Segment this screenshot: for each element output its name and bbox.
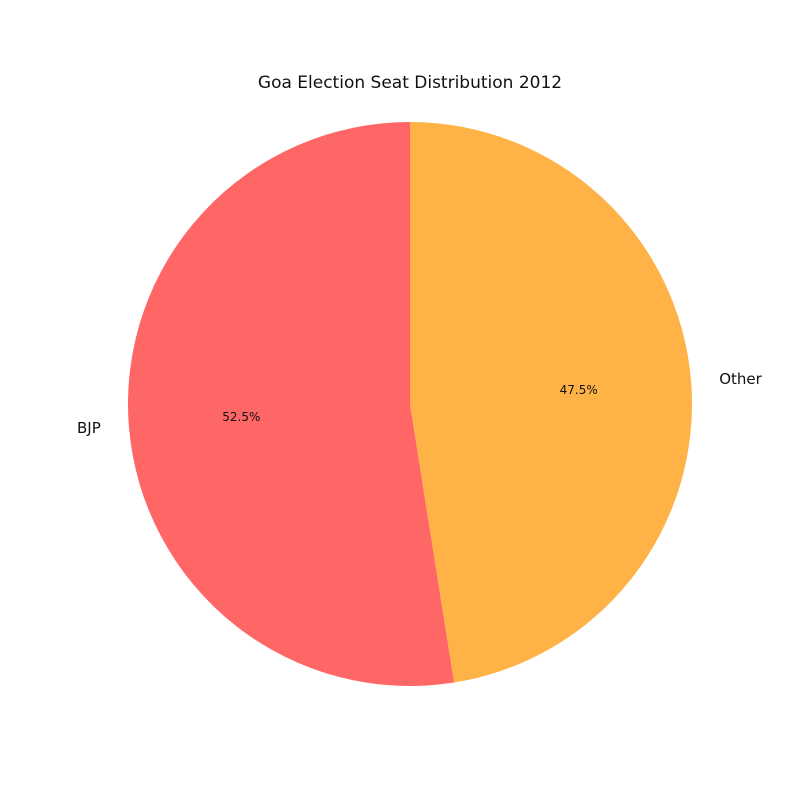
labels-group: BJP 52.5% Other 47.5% [77, 370, 763, 437]
chart-title: Goa Election Seat Distribution 2012 [258, 73, 562, 93]
pie-slice-other [410, 122, 692, 683]
slice-label-bjp: BJP [77, 419, 101, 437]
pct-label-bjp: 52.5% [222, 410, 260, 424]
pct-label-other: 47.5% [560, 383, 598, 397]
slice-label-other: Other [719, 370, 762, 388]
pie-slice-bjp [127, 122, 455, 686]
slices-group [127, 122, 692, 686]
